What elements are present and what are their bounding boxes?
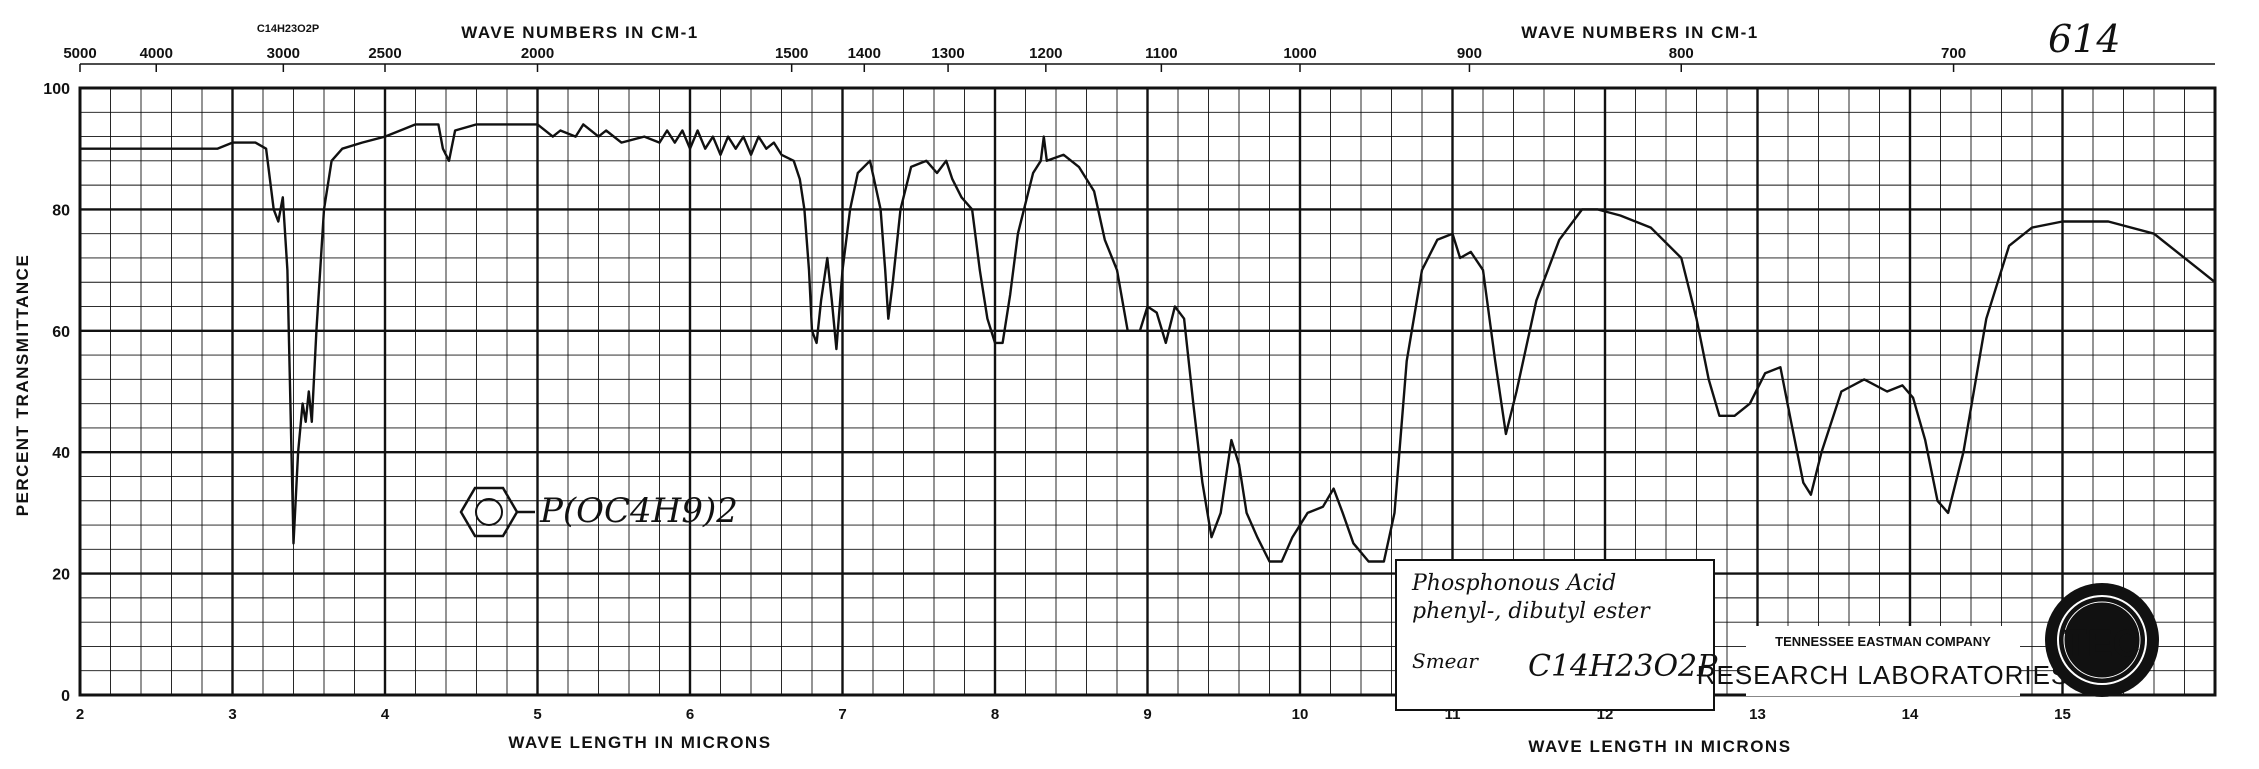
structure-label: P(OC4H9)2: [539, 491, 738, 531]
x-tick-label: 13: [1749, 706, 1766, 723]
top-tick-label: 900: [1457, 45, 1482, 62]
compound-name-line1: Phosphonous Acid: [1411, 571, 1616, 596]
top-tick-label: 800: [1669, 45, 1694, 62]
transmittance-curve: [80, 123, 2216, 563]
top-axis-title-right: WAVE NUMBERS IN CM-1: [1521, 23, 1758, 42]
compound-label-box: Phosphonous Acid phenyl-, dibutyl ester …: [1395, 559, 1718, 711]
y-axis-title: PERCENT TRANSMITTANCE: [13, 254, 32, 517]
top-tick-label: 1500: [775, 45, 808, 62]
x-tick-label: 9: [1143, 706, 1151, 723]
y-tick-label: 0: [61, 688, 70, 705]
top-formula: C14H23O2P: [257, 23, 319, 35]
x-tick-label: 2: [76, 706, 84, 723]
y-tick-label: 100: [43, 81, 70, 98]
top-axis-title-left: WAVE NUMBERS IN CM-1: [461, 23, 698, 42]
y-tick-label: 60: [52, 324, 70, 341]
top-tick-label: 1400: [848, 45, 881, 62]
plot-frame: [78, 86, 2217, 697]
company-logo-initials: TEC: [2064, 623, 2140, 665]
y-tick-labels: 0 20 40 60 80 100: [43, 81, 70, 705]
box-formula: C14H23O2P: [1528, 649, 1718, 684]
x-tick-label: 8: [991, 706, 999, 723]
top-tick-label: 1300: [931, 45, 964, 62]
top-tick-label: 5000: [63, 45, 96, 62]
x-tick-label: 5: [533, 706, 541, 723]
company-division: RESEARCH LABORATORIES: [1697, 660, 2070, 690]
top-tick-label: 4000: [140, 45, 173, 62]
y-tick-label: 20: [52, 567, 70, 584]
spectrum-curve-layer: [80, 123, 2216, 563]
company-stamp: TENNESSEE EASTMAN COMPANY RESEARCH LABOR…: [1697, 626, 2070, 696]
top-tick-labels: 5000 4000 3000 2500 2000 1500 1400 1300 1200 1100…: [63, 45, 1966, 72]
top-tick-label: 2000: [521, 45, 554, 62]
company-name: TENNESSEE EASTMAN COMPANY: [1775, 634, 1991, 649]
top-tick-label: 1100: [1145, 45, 1178, 62]
sheet-number: 614: [2048, 17, 2121, 61]
top-tick-label: 2500: [368, 45, 401, 62]
benzene-ring-icon: [459, 486, 535, 538]
x-tick-label: 7: [838, 706, 846, 723]
sample-method: Smear: [1412, 649, 1479, 673]
company-logo-icon: TEC: [2045, 583, 2159, 697]
top-tick-label: 3000: [267, 45, 300, 62]
x-tick-label: 10: [1292, 706, 1309, 723]
x-tick-label: 6: [686, 706, 694, 723]
x-tick-label: 14: [1902, 706, 1919, 723]
y-tick-label: 80: [52, 202, 70, 219]
x-tick-label: 3: [228, 706, 236, 723]
top-tick-label: 700: [1941, 45, 1966, 62]
x-tick-label: 4: [381, 706, 390, 723]
x-tick-labels: 2 3 4 5 6 7 8 9 10 11 12 13 14 15: [76, 706, 2071, 723]
x-axis-title-left: WAVE LENGTH IN MICRONS: [508, 733, 771, 752]
compound-name-line2: phenyl-, dibutyl ester: [1412, 599, 1651, 624]
x-tick-label: 15: [2054, 706, 2071, 723]
y-tick-label: 40: [52, 445, 70, 462]
chart-grid: [78, 63, 2217, 697]
top-tick-label: 1200: [1029, 45, 1062, 62]
top-tick-label: 1000: [1283, 45, 1316, 62]
x-axis-title-right: WAVE LENGTH IN MICRONS: [1528, 737, 1791, 756]
